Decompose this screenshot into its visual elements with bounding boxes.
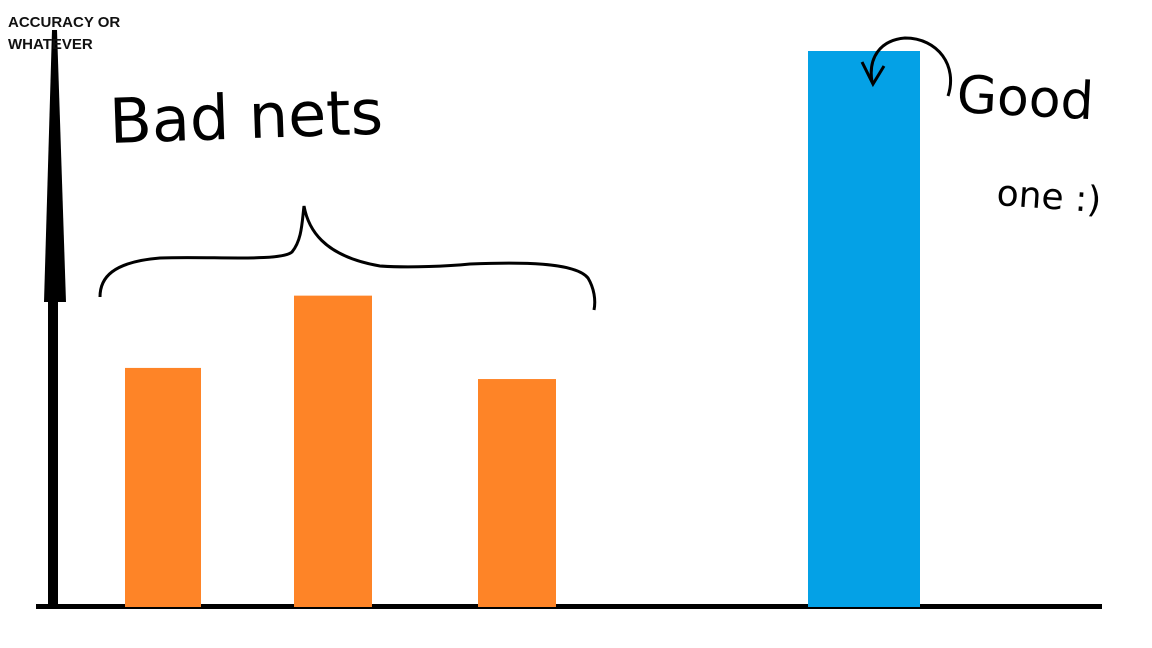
x-axis — [36, 604, 1102, 609]
annotation-good: Good — [955, 65, 1095, 132]
bar-2 — [294, 295, 372, 607]
arrow-annotation — [869, 36, 953, 97]
bar-1 — [125, 367, 201, 607]
arrow-head — [860, 61, 886, 88]
annotation-bad-nets: Bad nets — [108, 75, 384, 158]
bar-3 — [478, 379, 556, 607]
brace-annotation — [98, 205, 597, 311]
bars-group — [125, 51, 920, 607]
y-axis-arrow — [44, 30, 66, 302]
bar-4 — [808, 51, 920, 607]
y-axis — [48, 300, 58, 608]
y-axis-label: ACCURACY OR WHATEVER — [8, 14, 121, 53]
annotation-one: one :) — [995, 173, 1102, 221]
